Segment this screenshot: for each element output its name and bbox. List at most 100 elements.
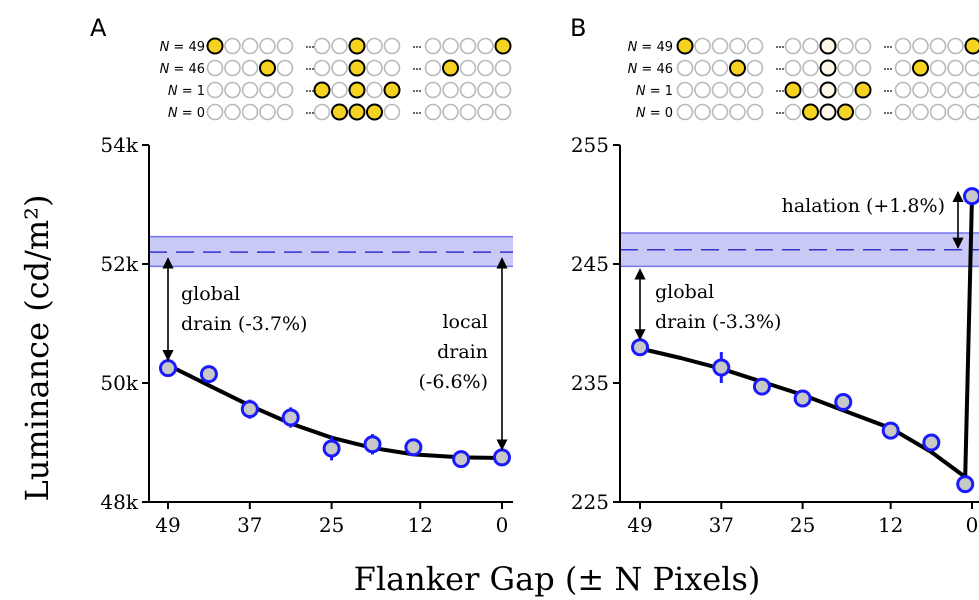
panel-b-schematic-disc xyxy=(746,37,764,55)
panel-b-data-point xyxy=(793,389,812,408)
panel-a-schematic-disc xyxy=(442,59,459,77)
panel-a-schematic-disc xyxy=(494,59,512,77)
panel-b-schematic-disc xyxy=(729,59,746,77)
panel-b-x-tick-label: 12 xyxy=(878,513,903,537)
panel-b-schematic-ellipsis-dot xyxy=(779,112,781,114)
panel-b-schematic-disc xyxy=(802,37,819,55)
panel-a-schematic-ellipsis-dot xyxy=(309,112,311,114)
panel-a-schematic-disc xyxy=(276,37,294,55)
panel-b-schematic-ellipsis-dot xyxy=(776,68,778,70)
panel-a-schematic-ellipsis-dot xyxy=(306,112,308,114)
panel-a-schematic-disc xyxy=(424,81,442,99)
panel-b-data-point xyxy=(881,421,900,440)
panel-a-schematic-ellipsis-dot xyxy=(312,68,314,70)
panel-b-schematic-disc xyxy=(894,59,912,77)
panel-a-schematic-ellipsis-dot xyxy=(416,68,418,70)
panel-b-y-tick-label: 245 xyxy=(571,252,609,276)
panel-a-data-point xyxy=(159,359,177,378)
panel-b-letter: B xyxy=(570,14,586,42)
panel-a-schematic-row-label: N = 49 xyxy=(160,40,205,55)
panel-b-schematic-disc xyxy=(947,103,964,121)
panel-a-schematic-disc xyxy=(348,37,366,55)
panel-a-data-point xyxy=(493,448,511,467)
panel-a-schematic-ellipsis-dot xyxy=(309,90,311,92)
panel-a-schematic-ellipsis-dot xyxy=(309,46,311,48)
panel-b-schematic-disc xyxy=(802,59,819,77)
panel-a-schematic-disc xyxy=(459,37,477,55)
panel-a-schematic-disc xyxy=(383,37,401,55)
panel-b-schematic-disc xyxy=(784,37,802,55)
panel-b-data-point xyxy=(922,433,941,452)
panel-b-schematic-disc xyxy=(837,37,854,55)
panel-b-y-tick-label: 255 xyxy=(571,133,609,157)
panel-a-schematic-disc xyxy=(313,103,331,121)
panel-a-schematic-disc xyxy=(313,59,331,77)
panel-b-schematic-ellipsis-dot xyxy=(890,68,892,70)
panel-a-local-drain-label: drain xyxy=(437,341,488,363)
panel-b-schematic-disc xyxy=(854,81,872,99)
panel-b-schematic-disc xyxy=(694,81,711,99)
panel-b-fit-line xyxy=(638,194,974,479)
panel-b-schematic-disc xyxy=(912,37,929,55)
panel-b-schematic-disc xyxy=(947,59,964,77)
panel-a-schematic-disc xyxy=(383,103,401,121)
panel-a-x-tick-label: 12 xyxy=(407,513,432,537)
panel-a-local-drain-label: (-6.6%) xyxy=(418,371,488,393)
panel-a-schematic-ellipsis-dot xyxy=(312,46,314,48)
panel-a-schematic-disc xyxy=(224,59,241,77)
panel-a-local-drain-label: local xyxy=(442,311,488,333)
panel-b-global-drain-label: global xyxy=(655,281,714,303)
panel-b-schematic-disc xyxy=(711,37,729,55)
panel-b-schematic-disc xyxy=(729,81,746,99)
panel-a-schematic-disc xyxy=(331,103,348,121)
panel-b-schematic-disc xyxy=(676,81,694,99)
panel-b-schematic-disc xyxy=(964,103,979,121)
panel-b-data-point xyxy=(956,475,975,494)
panel-a-schematic-disc xyxy=(459,81,477,99)
panel-a-schematic-ellipsis-dot xyxy=(419,46,421,48)
panel-a-schematic-disc xyxy=(494,103,512,121)
panel-b-schematic-disc xyxy=(854,103,872,121)
panel-a-schematic-row-label: N = 0 xyxy=(168,106,205,121)
panel-b-schematic-disc xyxy=(802,81,819,99)
panel-b-schematic-disc xyxy=(819,81,837,99)
panel-b-schematic-disc xyxy=(746,81,764,99)
panel-b-schematic-disc xyxy=(929,59,947,77)
panel-b-schematic-disc xyxy=(947,37,964,55)
panel-b-schematic-disc xyxy=(746,59,764,77)
panel-b-schematic-disc xyxy=(802,103,819,121)
panel-a-schematic-ellipsis-dot xyxy=(416,46,418,48)
panel-a-schematic-ellipsis-dot xyxy=(413,112,415,114)
panel-b-data-point xyxy=(834,393,853,412)
panel-b-schematic-ellipsis-dot xyxy=(890,90,892,92)
panel-b-x-tick-label: 0 xyxy=(966,513,979,537)
panel-a-schematic-disc xyxy=(241,103,259,121)
panel-b-schematic-ellipsis-dot xyxy=(782,68,784,70)
panel-a-schematic-disc xyxy=(259,37,276,55)
panel-a-schematic-disc xyxy=(206,37,224,55)
panel-b-data-point xyxy=(752,377,771,396)
panel-a-schematic-disc xyxy=(494,81,512,99)
panel-b-x-tick-label: 37 xyxy=(709,513,734,537)
panel-b-schematic-disc xyxy=(964,37,979,55)
panel-b-schematic-disc xyxy=(854,37,872,55)
panel-b-schematic-ellipsis-dot xyxy=(887,68,889,70)
panel-b-schematic-ellipsis-dot xyxy=(884,68,886,70)
panel-a-schematic-disc xyxy=(442,81,459,99)
panel-b-y-tick-label: 235 xyxy=(571,371,609,395)
panel-b-schematic-disc xyxy=(894,81,912,99)
panel-a-schematic-ellipsis-dot xyxy=(413,46,415,48)
panel-a-schematic-disc xyxy=(313,37,331,55)
panel-b-schematic-disc xyxy=(676,103,694,121)
panel-a-x-tick-label: 37 xyxy=(237,513,262,537)
panel-b-schematic-ellipsis-dot xyxy=(887,46,889,48)
panel-a-schematic-disc xyxy=(366,103,383,121)
panel-a-schematic-disc xyxy=(276,81,294,99)
panel-a-schematic-disc xyxy=(442,103,459,121)
panel-a-schematic-ellipsis-dot xyxy=(312,112,314,114)
panel-b-data-point xyxy=(712,358,731,377)
panel-b-schematic-disc xyxy=(746,103,764,121)
panel-b: 255 245 235 225 49 37 25 12 0 global drain (-3.3%)… xyxy=(571,37,979,537)
panel-b-schematic-disc xyxy=(912,59,929,77)
